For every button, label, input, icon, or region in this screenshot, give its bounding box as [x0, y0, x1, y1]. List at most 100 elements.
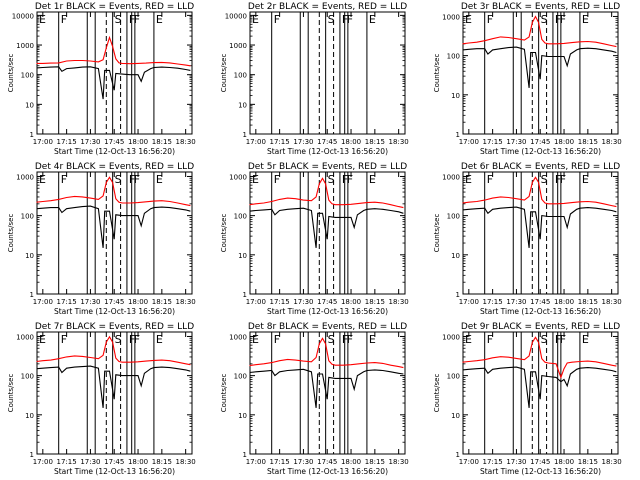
marker-label: S — [328, 333, 335, 346]
marker-label: F — [560, 173, 566, 186]
x-tick-label: 17:45 — [530, 458, 550, 466]
series-lld-line — [249, 177, 404, 209]
series-events-line — [36, 66, 191, 100]
x-tick-label: 18:15 — [578, 138, 598, 146]
y-axis-label: Counts/sec — [7, 374, 15, 413]
y-tick-label: 10 — [451, 412, 460, 420]
y-tick-label: 1 — [30, 291, 34, 299]
x-tick-label: 17:30 — [80, 298, 100, 306]
marker-label: S — [328, 173, 335, 186]
x-tick-label: 17:45 — [530, 138, 550, 146]
x-tick-label: 18:30 — [176, 458, 196, 466]
x-tick-label: 17:30 — [293, 138, 313, 146]
x-tick-label: 17:30 — [506, 298, 526, 306]
x-tick-label: 18:15 — [578, 458, 598, 466]
panel-title: Det 1r BLACK = Events, RED = LLD — [35, 2, 194, 12]
x-axis-label: Start Time (12-Oct-13 16:56:20) — [480, 307, 601, 316]
x-tick-label: 18:30 — [602, 298, 622, 306]
y-tick-label: 1 — [243, 451, 247, 459]
x-tick-label: 18:00 — [128, 138, 148, 146]
y-tick-label: 10 — [451, 92, 460, 100]
y-tick-label: 10 — [238, 412, 247, 420]
x-axis-label: Start Time (12-Oct-13 16:56:20) — [267, 307, 388, 316]
x-tick-label: 18:30 — [176, 138, 196, 146]
marker-label: S — [115, 333, 122, 346]
marker-label: E — [582, 173, 589, 186]
plot-frame — [36, 11, 193, 135]
x-tick-label: 17:00 — [33, 138, 53, 146]
marker-label: E — [369, 13, 376, 26]
marker-label: F — [274, 173, 280, 186]
y-tick-label: 1 — [30, 131, 34, 139]
series-events-line — [462, 206, 617, 248]
marker-label: E — [156, 13, 163, 26]
x-tick-label: 18:15 — [152, 458, 172, 466]
x-tick-label: 18:30 — [602, 458, 622, 466]
marker-label: F — [487, 173, 493, 186]
y-tick-label: 1 — [30, 451, 34, 459]
x-tick-label: 17:15 — [57, 458, 77, 466]
x-tick-label: 18:30 — [389, 458, 409, 466]
y-tick-label: 1000 — [229, 42, 247, 50]
x-tick-label: 18:00 — [128, 458, 148, 466]
x-tick-label: 18:00 — [341, 458, 361, 466]
marker-label: E — [39, 13, 46, 26]
marker-label: F — [347, 173, 353, 186]
panel-title: Det 8r BLACK = Events, RED = LLD — [248, 322, 407, 332]
x-tick-label: 17:00 — [33, 458, 53, 466]
x-tick-label: 18:15 — [152, 138, 172, 146]
x-tick-label: 17:45 — [317, 458, 337, 466]
marker-label: S — [115, 173, 122, 186]
y-tick-label: 1 — [456, 131, 460, 139]
panel-title: Det 5r BLACK = Events, RED = LLD — [248, 162, 407, 172]
marker-label: E — [156, 173, 163, 186]
x-tick-label: 18:30 — [389, 298, 409, 306]
y-tick-label: 100 — [234, 72, 247, 80]
x-tick-label: 17:00 — [246, 298, 266, 306]
marker-label: F — [347, 13, 353, 26]
plot-frame — [249, 11, 406, 135]
x-axis-label: Start Time (12-Oct-13 16:56:20) — [54, 307, 175, 316]
series-events-line — [462, 46, 617, 88]
marker-label: F — [560, 13, 566, 26]
x-axis-label: Start Time (12-Oct-13 16:56:20) — [480, 147, 601, 156]
panel-title: Det 6r BLACK = Events, RED = LLD — [461, 162, 620, 172]
x-tick-label: 17:00 — [246, 138, 266, 146]
marker-label: E — [369, 173, 376, 186]
x-axis-label: Start Time (12-Oct-13 16:56:20) — [54, 467, 175, 476]
x-tick-label: 17:45 — [530, 298, 550, 306]
marker-label: F — [487, 333, 493, 346]
panel-title: Det 7r BLACK = Events, RED = LLD — [35, 322, 194, 332]
series-lld-line — [249, 337, 404, 369]
marker-label: E — [465, 13, 472, 26]
y-axis-label: Counts/sec — [433, 374, 441, 413]
y-tick-label: 1 — [243, 131, 247, 139]
x-tick-label: 17:15 — [270, 298, 290, 306]
marker-label: F — [134, 333, 140, 346]
marker-label: E — [465, 173, 472, 186]
y-tick-label: 100 — [21, 373, 34, 381]
marker-label: S — [328, 13, 335, 26]
panel-det-1r: Det 1r BLACK = Events, RED = LLD 1 10 100 10… — [7, 2, 196, 156]
x-tick-label: 18:00 — [554, 458, 574, 466]
x-tick-label: 18:00 — [341, 138, 361, 146]
marker-label: E — [252, 333, 259, 346]
x-tick-label: 18:00 — [554, 298, 574, 306]
x-tick-label: 18:00 — [128, 298, 148, 306]
y-axis-label: Counts/sec — [7, 214, 15, 253]
x-tick-label: 18:00 — [341, 298, 361, 306]
x-tick-label: 17:00 — [459, 138, 479, 146]
x-tick-label: 18:30 — [389, 138, 409, 146]
x-tick-label: 17:15 — [270, 138, 290, 146]
x-tick-label: 17:45 — [104, 138, 124, 146]
marker-label: F — [61, 13, 67, 26]
y-tick-label: 1 — [456, 291, 460, 299]
panel-title: Det 9r BLACK = Events, RED = LLD — [461, 322, 620, 332]
x-tick-label: 17:15 — [483, 138, 503, 146]
marker-label: F — [274, 13, 280, 26]
y-tick-label: 10000 — [12, 12, 34, 20]
y-axis-label: Counts/sec — [7, 54, 15, 93]
x-tick-label: 17:45 — [317, 298, 337, 306]
y-tick-label: 1000 — [229, 333, 247, 341]
marker-label: S — [541, 333, 548, 346]
